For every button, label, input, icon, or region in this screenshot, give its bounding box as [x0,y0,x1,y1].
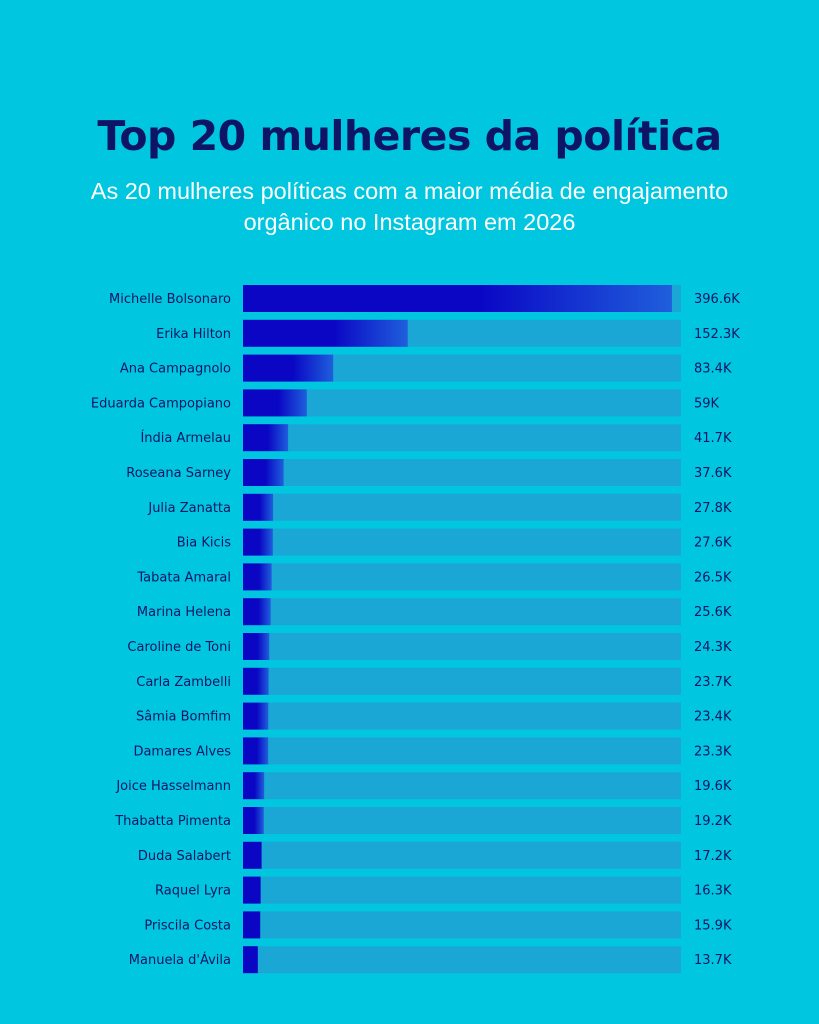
value-label: 37.6K [694,466,732,481]
category-label: Julia Zanatta [147,501,231,516]
bar-track [243,946,681,974]
value-label: 23.4K [694,710,732,725]
bar [243,389,307,417]
bar [243,285,672,312]
category-label: Caroline de Toni [127,640,231,655]
value-label: 27.6K [694,536,732,551]
bar-track [243,424,681,452]
value-label: 19.6K [694,779,732,794]
category-label: Índia Armelau [140,430,231,446]
value-label: 396.6K [694,292,740,307]
category-label: Duda Salabert [138,849,231,864]
bar [243,667,269,695]
bar-track [243,389,681,417]
category-label: Raquel Lyra [155,884,231,899]
category-label: Bia Kicis [177,536,232,551]
value-label: 59K [694,396,720,411]
value-label: 17.2K [694,849,732,864]
value-label: 16.3K [694,884,732,899]
chart-title: Top 20 mulheres da política [97,112,722,160]
value-label: 13.7K [694,953,732,968]
bar [243,528,273,556]
category-label: Ana Campagnolo [120,362,231,377]
category-label: Tabata Amaral [136,570,231,585]
value-label: 19.2K [694,814,732,829]
value-label: 25.6K [694,605,732,620]
value-label: 152.3K [694,327,740,342]
bar [243,493,274,521]
bar-track [243,528,681,556]
category-label: Erika Hilton [156,327,231,342]
bar [243,772,265,800]
bar-track [243,737,681,765]
bar [243,354,334,382]
category-label: Roseana Sarney [126,466,231,481]
chart-subtitle: As 20 mulheres políticas com a maior méd… [90,178,729,235]
bar-track [243,598,681,626]
bar-track [243,633,681,660]
value-label: 26.5K [694,570,732,585]
bar-track [243,807,681,834]
bar [243,841,262,869]
bar-track [243,702,681,730]
bar [243,737,269,765]
bar [243,911,261,939]
category-label: Priscila Costa [144,918,231,933]
category-label: Thabatta Pimenta [114,814,231,829]
value-label: 23.3K [694,744,732,759]
value-label: 83.4K [694,362,732,377]
bar-track [243,493,681,521]
value-label: 15.9K [694,918,732,933]
bar [243,459,284,486]
value-label: 41.7K [694,431,732,446]
category-label: Michelle Bolsonaro [109,292,231,307]
bar [243,598,271,626]
bar [243,946,258,974]
category-label: Eduarda Campopiano [91,396,231,411]
bar-track [243,667,681,695]
value-label: 23.7K [694,675,732,690]
bar [243,876,261,904]
bar [243,424,289,452]
category-label: Joice Hasselmann [115,779,231,794]
bar [243,702,269,730]
value-label: 27.8K [694,501,732,516]
bar [243,807,264,834]
category-label: Manuela d'Ávila [129,952,231,968]
value-label: 24.3K [694,640,732,655]
category-label: Damares Alves [133,744,231,759]
bar [243,319,408,347]
category-label: Marina Helena [137,605,231,620]
bar [243,563,272,591]
bar-track [243,876,681,904]
bar-track [243,911,681,939]
bar-track [243,459,681,486]
category-label: Carla Zambelli [136,675,231,690]
bar-track [243,841,681,869]
bar-track [243,772,681,800]
bar-track [243,563,681,591]
bar [243,633,270,660]
category-label: Sâmia Bomfim [136,710,231,725]
